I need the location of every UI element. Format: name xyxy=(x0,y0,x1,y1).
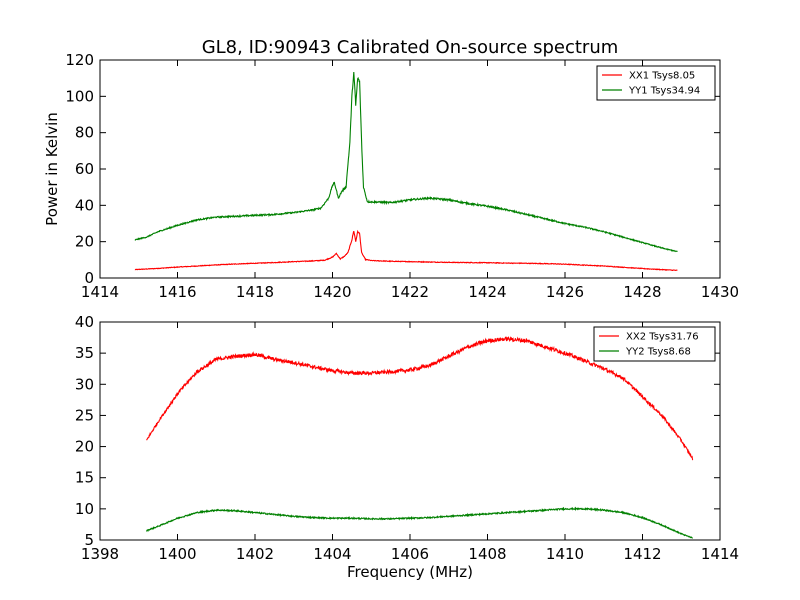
x-tick-label: 1428 xyxy=(623,283,661,301)
legend-label: YY1 Tsys34.94 xyxy=(628,86,700,97)
legend-box xyxy=(596,65,716,101)
legend-label: YY2 Tsys8.68 xyxy=(625,347,691,358)
top-spectrum-chart: 1414 1416 1418 1420 1422 1424 1426 1428 1430 0 20 4… xyxy=(43,51,739,301)
x-tick-label: 1406 xyxy=(391,545,429,563)
legend: XX1 Tsys8.05 YY1 Tsys34.94 xyxy=(596,65,716,101)
x-tick-label: 1410 xyxy=(546,545,584,563)
bottom-spectrum-chart: 1398 1400 1402 1404 1406 1408 1410 1412 1414 5 10 1… xyxy=(75,313,739,581)
x-tick-label: 1400 xyxy=(158,545,196,563)
series-line-xx1 xyxy=(134,229,678,271)
y-tick-label: 35 xyxy=(75,344,94,362)
x-tick-label: 1430 xyxy=(701,283,739,301)
x-tick-label: 1398 xyxy=(81,545,119,563)
x-tick-label: 1402 xyxy=(236,545,274,563)
y-tick-label: 30 xyxy=(75,375,94,393)
y-tick-label: 40 xyxy=(75,313,94,331)
y-tick-label: 20 xyxy=(75,233,94,251)
x-tick-label: 1404 xyxy=(313,545,351,563)
series-line-yy2 xyxy=(146,506,694,539)
x-tick-label: 1420 xyxy=(313,283,351,301)
chart-title: GL8, ID:90943 Calibrated On-source spect… xyxy=(202,37,619,58)
legend-label: XX1 Tsys8.05 xyxy=(629,71,695,82)
x-tick-label: 1424 xyxy=(468,283,506,301)
x-tick-label: 1418 xyxy=(236,283,274,301)
y-tick-label: 120 xyxy=(65,51,94,69)
y-tick-label: 80 xyxy=(75,124,94,142)
x-axis-label: Frequency (MHz) xyxy=(347,563,473,581)
y-tick-label: 40 xyxy=(75,196,94,214)
legend-box xyxy=(593,326,716,362)
y-tick-label: 10 xyxy=(75,500,94,518)
x-tick-label: 1416 xyxy=(158,283,196,301)
series-line-xx2 xyxy=(146,336,694,461)
legend: XX2 Tsys31.76 YY2 Tsys8.68 xyxy=(593,326,716,362)
y-tick-label: 15 xyxy=(75,469,94,487)
y-axis-label: Power in Kelvin xyxy=(43,112,61,226)
x-tick-label: 1414 xyxy=(81,283,119,301)
y-tick-label: 0 xyxy=(84,269,94,287)
x-tick-label: 1412 xyxy=(623,545,661,563)
y-tick-label: 100 xyxy=(65,87,94,105)
x-tick-label: 1426 xyxy=(546,283,584,301)
x-tick-label: 1408 xyxy=(468,545,506,563)
series-line-yy1 xyxy=(134,71,678,253)
legend-label: XX2 Tsys31.76 xyxy=(626,332,699,343)
y-tick-label: 60 xyxy=(75,160,94,178)
y-tick-label: 5 xyxy=(84,531,94,549)
x-tick-label: 1414 xyxy=(701,545,739,563)
y-tick-label: 25 xyxy=(75,406,94,424)
y-tick-label: 20 xyxy=(75,438,94,456)
x-tick-label: 1422 xyxy=(391,283,429,301)
